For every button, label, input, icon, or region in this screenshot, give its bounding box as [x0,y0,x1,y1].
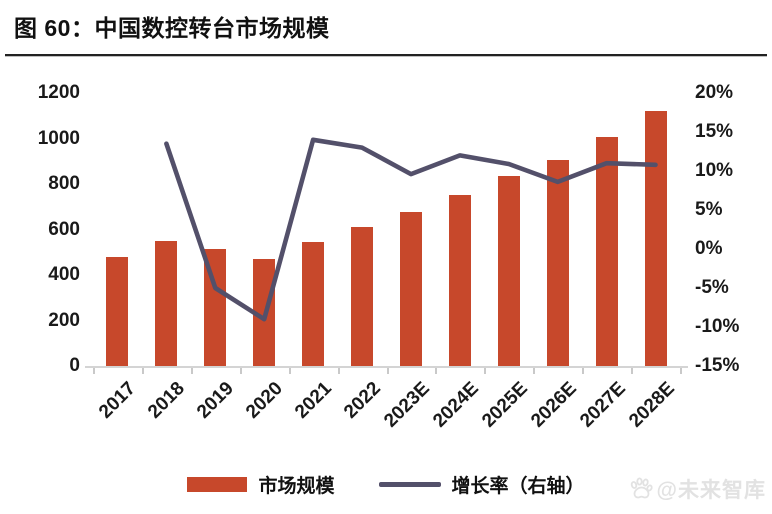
y-right-tick-label-20pct: 20% [695,82,734,103]
x-axis-tick [533,368,536,374]
y-left-tick-label-200: 200 [48,309,80,331]
bar-2020 [253,259,276,366]
figure-title: 图 60：中国数控转台市场规模 [14,15,330,41]
y-left-tick-label-800: 800 [48,173,80,194]
y-right-tick-label-15pct: 15% [695,121,734,142]
x-axis-tick [386,368,389,374]
bar-2025E [497,176,520,366]
y-left-tick-label-400: 400 [48,264,80,285]
bar-2026E [546,160,569,366]
bar-2024E [448,195,471,366]
x-axis-tick [680,368,682,374]
legend-bar-swatch [187,476,248,492]
y-left-tick-label-0: 0 [69,355,80,376]
x-axis-tick [582,368,585,374]
watermark-text: @未来智库 [656,479,766,502]
bar-2023E [399,212,422,366]
x-axis-tick [190,368,193,374]
x-axis-tick [435,368,438,374]
y-right-tick-label-10pct: 10% [695,160,734,181]
bar-2019 [204,248,227,366]
watermark: @未来智库 [628,474,766,504]
x-axis-tick [337,368,340,374]
y-right-tick-label-0pct: 0% [695,238,723,259]
x-axis-tick [631,368,634,374]
legend-line-swatch [378,481,441,487]
legend-bar-label: 市场规模 [258,475,335,497]
legend-item-market-size: 市场规模 [187,471,335,498]
bar-2017 [106,256,129,366]
legend-item-growth-rate: 增长率（右轴） [378,471,585,498]
bar-2022 [351,227,374,366]
bar-2027E [595,137,618,366]
legend: 市场规模 增长率（右轴） [0,468,772,500]
y-left-tick-label-1000: 1000 [37,127,80,149]
bar-2028E [644,111,667,366]
y-right-tick-label--5pct: -5% [695,277,729,298]
y-right-tick-label-5pct: 5% [695,199,723,220]
bar-2021 [302,242,325,366]
y-left-tick-label-1200: 1200 [37,82,80,103]
legend-line-label: 增长率（右轴） [451,475,585,497]
title-underline [5,54,767,56]
x-axis-tick [239,368,242,374]
x-axis-tick [141,368,144,374]
y-right-tick-label--10pct: -10% [695,316,740,337]
y-left-tick-label-600: 600 [48,218,80,240]
y-right-tick-label--15pct: -15% [695,355,740,376]
bar-2018 [155,240,178,366]
paw-icon [630,477,653,499]
x-axis-tick [484,368,487,374]
x-axis-tick [288,368,291,374]
x-axis-tick [93,368,95,374]
x-axis-line [85,366,688,368]
